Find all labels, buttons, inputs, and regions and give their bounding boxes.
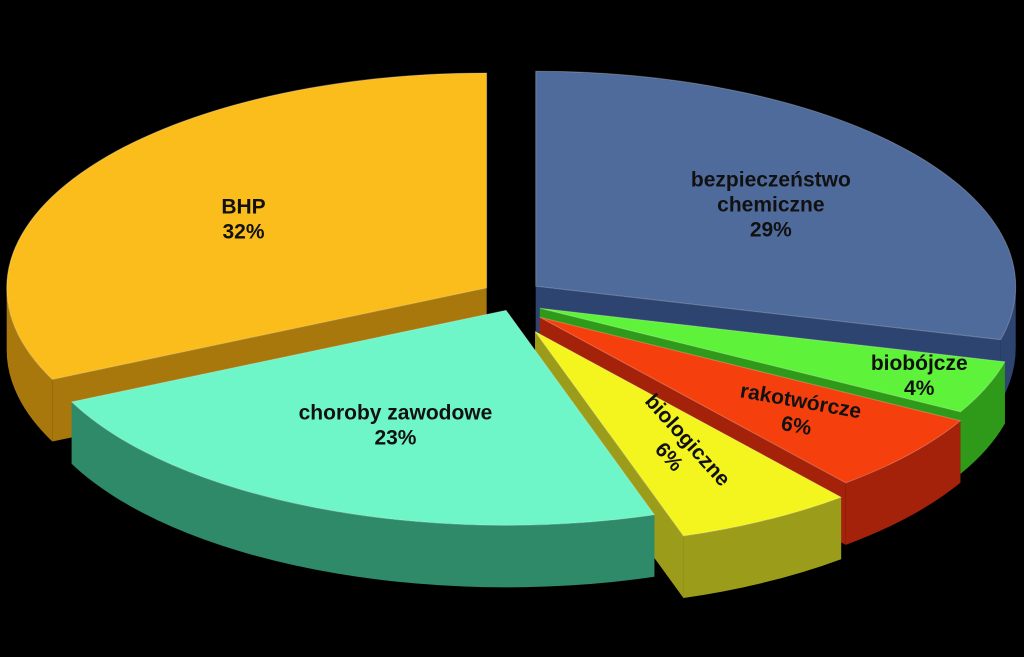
slice-name-bezpieczenstwo: bezpieczeństwo [691, 169, 851, 192]
slice-name-biobojcze: biobójcze [871, 352, 968, 375]
slice-side-bhp [6, 287, 53, 442]
slice-percent-bhp: 32% [222, 220, 264, 243]
slice-side-choroby [71, 401, 655, 588]
slice-side-rakotworcze [845, 420, 961, 545]
pie-tops [6, 70, 1017, 537]
slice-name-bezpieczenstwo: chemiczne [717, 194, 824, 217]
pie-slice-rakotworcze [539, 316, 962, 484]
slice-percent-bezpieczenstwo: 29% [750, 219, 792, 242]
slice-label-choroby: choroby zawodowe 23% [299, 401, 493, 449]
pie-slice-biologiczne [534, 331, 843, 537]
slice-name-choroby: choroby zawodowe [299, 401, 493, 424]
slice-label-bezpieczenstwo: bezpieczeństwo chemiczne 29% [691, 169, 851, 242]
slice-name-bhp: BHP [221, 195, 265, 218]
pie-slice-bhp [6, 72, 488, 381]
pie-slice-biobojcze [539, 307, 1006, 413]
slice-label-biobojcze: biobójcze 4% [871, 352, 968, 400]
pie-slice-choroby [70, 309, 656, 526]
pie-slice-bezpieczenstwo [535, 70, 1017, 341]
slice-side-biologiczne [683, 497, 842, 599]
slice-side-biobojcze [960, 361, 1005, 474]
slice-label-bhp: BHP 32% [221, 195, 265, 243]
slice-percent-rakotworcze: 6% [779, 412, 813, 440]
slice-percent-biobojcze: 4% [904, 377, 935, 400]
slice-percent-choroby: 23% [374, 426, 416, 449]
